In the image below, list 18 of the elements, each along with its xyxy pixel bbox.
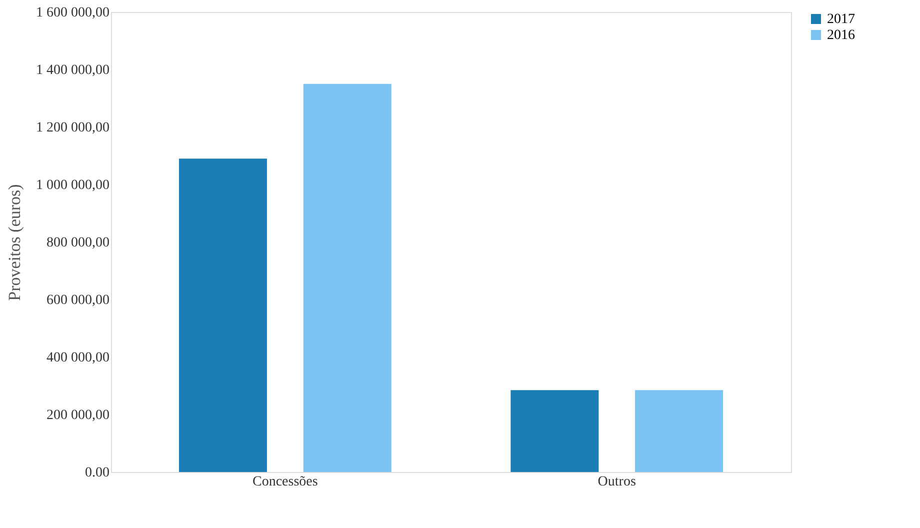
x-tick-label: Outros (598, 474, 636, 490)
y-tick-label: 1 400 000,00 (36, 63, 110, 78)
y-tick-label: 1 600 000,00 (36, 6, 110, 20)
y-tick-label: 600 000,00 (46, 293, 110, 308)
y-tick-label: 800 000,00 (46, 236, 110, 250)
y-tick-label: 400 000,00 (46, 350, 110, 366)
y-tick-label: 0.00 (85, 466, 110, 480)
y-tick-label: 1 200 000,00 (36, 120, 110, 136)
legend-label: 2016 (827, 28, 855, 43)
x-tick-label: Concessões (252, 474, 318, 490)
y-tick-label: 200 000,00 (46, 408, 110, 423)
y-tick-label: 1 000 000,00 (36, 178, 110, 193)
bar (510, 390, 599, 472)
bar (303, 84, 392, 472)
bar (178, 158, 267, 472)
y-axis-title: Proveitos (euros) (5, 184, 24, 301)
bar (635, 390, 724, 472)
legend-label: 2017 (827, 12, 855, 27)
